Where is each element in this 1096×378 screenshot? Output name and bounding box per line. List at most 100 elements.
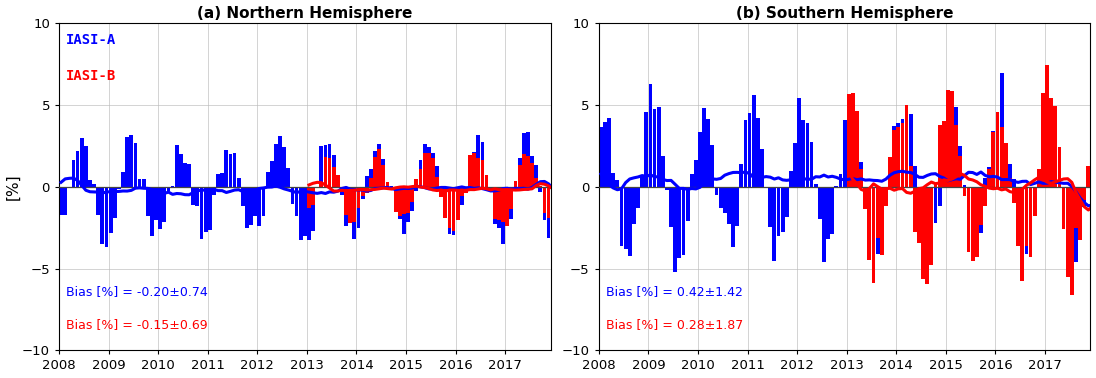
Bar [636,187,640,208]
Bar [262,187,265,216]
Text: IASI-B: IASI-B [67,69,116,83]
Bar [290,187,295,204]
Bar [1046,65,1049,187]
Bar [340,187,344,191]
Bar [1062,187,1065,196]
Bar [1025,187,1028,246]
Bar [1058,148,1061,187]
Bar [373,156,377,187]
Bar [897,127,900,187]
Bar [904,110,909,187]
Bar [270,161,274,187]
Bar [447,187,452,228]
Bar [1049,98,1053,187]
Bar [208,187,212,230]
Bar [423,144,426,187]
Bar [84,146,88,187]
Bar [677,187,682,258]
Bar [431,158,435,187]
Bar [797,98,801,187]
Text: Bias [%] = 0.28±1.87: Bias [%] = 0.28±1.87 [606,318,743,331]
Bar [831,187,834,234]
Bar [706,119,710,187]
Bar [670,187,673,228]
Bar [283,147,286,187]
Bar [740,164,743,187]
Bar [551,187,555,223]
Bar [892,126,897,187]
Bar [439,187,443,192]
Bar [834,186,838,187]
Bar [258,187,261,226]
Bar [806,123,809,187]
Bar [719,187,722,208]
Bar [435,177,438,187]
Bar [703,108,706,187]
Bar [1029,187,1032,257]
Bar [547,187,550,218]
Bar [810,142,813,187]
Bar [607,118,610,187]
Bar [423,153,426,187]
Bar [1008,178,1012,187]
Bar [414,187,419,191]
Bar [665,187,669,190]
Bar [398,187,402,219]
Bar [543,187,546,213]
Bar [941,121,946,187]
Bar [498,187,501,220]
Bar [987,169,991,187]
Bar [1091,156,1095,187]
Bar [922,187,925,248]
Bar [332,155,335,187]
Bar [1074,187,1077,262]
Bar [1053,132,1058,187]
Bar [319,146,323,187]
Bar [794,143,797,187]
Bar [402,187,406,214]
Bar [419,160,422,187]
Bar [237,178,241,187]
Bar [723,187,727,213]
Bar [101,187,104,244]
Bar [979,187,983,225]
Text: Bias [%] = 0.42±1.42: Bias [%] = 0.42±1.42 [606,285,743,298]
Bar [1065,187,1070,277]
Bar [619,187,624,246]
Bar [447,187,452,234]
Bar [1012,187,1016,203]
Bar [456,187,459,220]
Bar [431,153,435,187]
Bar [1037,179,1041,187]
Bar [510,187,513,219]
Bar [747,113,752,187]
Bar [505,187,510,226]
Bar [1070,187,1074,295]
Bar [1025,187,1028,254]
Bar [526,156,529,187]
Bar [134,143,137,187]
Bar [356,187,361,208]
Bar [950,102,954,187]
Bar [975,187,979,257]
Bar [913,166,916,187]
Bar [167,187,170,191]
Text: Bias [%] = -0.20±0.74: Bias [%] = -0.20±0.74 [67,285,208,298]
Bar [1046,121,1049,187]
Bar [336,175,340,187]
Bar [426,147,431,187]
Bar [407,187,410,213]
Bar [876,187,880,254]
Bar [992,132,995,187]
Bar [1020,187,1024,265]
Bar [464,187,468,193]
Bar [917,187,921,198]
Bar [1012,180,1016,187]
Bar [96,187,100,215]
Bar [603,122,607,187]
Bar [897,123,900,187]
Bar [632,187,636,224]
Bar [286,168,290,187]
Bar [1032,187,1037,201]
Bar [710,145,715,187]
